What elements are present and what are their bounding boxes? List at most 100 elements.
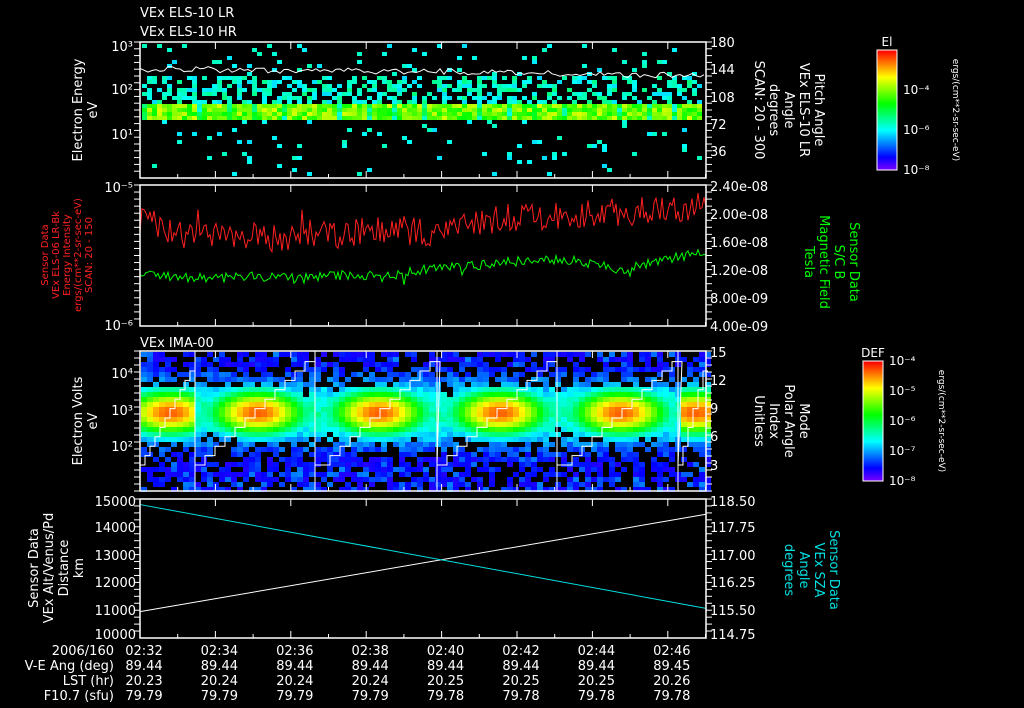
el-colorbar-gradient — [877, 115, 897, 116]
ion-spectrogram-pixel — [249, 402, 255, 407]
spectrogram-pixel — [377, 76, 382, 80]
ion-spectrogram-pixel — [459, 472, 465, 477]
ion-spectrogram-pixel — [393, 482, 399, 487]
spectrogram-pixel — [187, 112, 192, 116]
spectrogram-pixel — [667, 84, 672, 88]
ion-spectrogram-pixel — [393, 427, 399, 432]
spectrogram-pixel — [197, 108, 202, 112]
spectrogram-pixel — [222, 116, 227, 120]
ion-spectrogram-pixel — [555, 402, 561, 407]
ephemeris-value: 89.44 — [578, 659, 615, 674]
ion-spectrogram-pixel — [363, 472, 369, 477]
ion-spectrogram-pixel — [339, 392, 345, 397]
ion-spectrogram-pixel — [267, 462, 273, 467]
ion-spectrogram-pixel — [387, 477, 393, 482]
ion-spectrogram-pixel — [387, 407, 393, 412]
spectrogram-pixel — [217, 132, 222, 136]
ion-spectrogram-pixel — [357, 447, 363, 452]
ion-spectrogram-pixel — [267, 377, 273, 382]
ion-spectrogram-pixel — [309, 367, 315, 372]
ion-spectrogram-pixel — [591, 432, 597, 437]
panel1-ylabel-line: eV — [86, 101, 101, 118]
spectrogram-pixel — [652, 116, 657, 120]
spectrogram-pixel — [167, 108, 172, 112]
ion-spectrogram-pixel — [663, 487, 669, 492]
ion-spectrogram-pixel — [159, 377, 165, 382]
ion-spectrogram-pixel — [195, 402, 201, 407]
ion-spectrogram-pixel — [435, 407, 441, 412]
spectrogram-pixel — [392, 72, 397, 76]
ion-spectrogram-pixel — [279, 482, 285, 487]
ion-spectrogram-pixel — [225, 397, 231, 402]
ion-spectrogram-pixel — [261, 382, 267, 387]
el-colorbar-gradient — [877, 86, 897, 87]
spectrogram-pixel — [332, 112, 337, 116]
el-colorbar-gradient — [877, 131, 897, 132]
ion-spectrogram-pixel — [585, 457, 591, 462]
el-colorbar-gradient — [877, 114, 897, 115]
ion-spectrogram-pixel — [525, 457, 531, 462]
ion-spectrogram-pixel — [465, 372, 471, 377]
ion-spectrogram-pixel — [321, 387, 327, 392]
panel1-ylabel: Electron Energy eV — [71, 58, 101, 161]
spectrogram-pixel — [477, 76, 482, 80]
ion-spectrogram-pixel — [285, 417, 291, 422]
ion-spectrogram-pixel — [375, 382, 381, 387]
el-colorbar-gradient — [877, 95, 897, 96]
el-colorbar-gradient — [877, 77, 897, 78]
ion-spectrogram-pixel — [207, 442, 213, 447]
spectrogram-pixel — [292, 112, 297, 116]
spectrogram-pixel — [457, 84, 462, 88]
altitude-line — [139, 513, 707, 613]
ion-spectrogram-pixel — [381, 397, 387, 402]
ion-spectrogram-pixel — [285, 467, 291, 472]
ion-spectrogram-pixel — [687, 382, 693, 387]
ion-spectrogram-pixel — [207, 362, 213, 367]
spectrogram-pixel — [237, 140, 242, 144]
ion-spectrogram-pixel — [543, 417, 549, 422]
ion-spectrogram-pixel — [483, 467, 489, 472]
spectrogram-pixel — [412, 48, 417, 52]
ion-spectrogram-pixel — [573, 372, 579, 377]
spectrogram-pixel — [217, 60, 222, 64]
def-colorbar-gradient — [863, 382, 883, 383]
spectrogram-pixel — [512, 76, 517, 80]
el-colorbar-gradient — [877, 166, 897, 167]
ion-spectrogram-pixel — [315, 417, 321, 422]
ion-spectrogram-pixel — [321, 457, 327, 462]
ion-spectrogram-pixel — [567, 412, 573, 417]
ion-spectrogram-pixel — [381, 352, 387, 357]
spectrogram-pixel — [397, 84, 402, 88]
ion-spectrogram-pixel — [153, 402, 159, 407]
ion-spectrogram-pixel — [195, 447, 201, 452]
def-colorbar-gradient — [863, 469, 883, 470]
spectrogram-pixel — [622, 124, 627, 128]
ion-spectrogram-pixel — [219, 417, 225, 422]
ion-spectrogram-pixel — [705, 407, 711, 412]
ion-spectrogram-pixel — [189, 417, 195, 422]
ion-spectrogram-pixel — [255, 462, 261, 467]
ion-spectrogram-pixel — [267, 387, 273, 392]
ion-spectrogram-pixel — [537, 412, 543, 417]
ion-spectrogram-pixel — [411, 357, 417, 362]
ion-spectrogram-pixel — [705, 457, 711, 462]
ion-spectrogram-pixel — [309, 392, 315, 397]
spectrogram-pixel — [417, 108, 422, 112]
ion-spectrogram-pixel — [663, 452, 669, 457]
ion-spectrogram-pixel — [609, 407, 615, 412]
right-tick-label: 4.00e-09 — [710, 320, 768, 335]
ion-spectrogram-pixel — [597, 482, 603, 487]
spectrogram-pixel — [532, 56, 537, 60]
spectrogram-pixel — [392, 104, 397, 108]
ion-spectrogram-pixel — [297, 387, 303, 392]
def-colorbar-frame — [862, 360, 884, 482]
ion-spectrogram-pixel — [183, 382, 189, 387]
ion-spectrogram-pixel — [159, 417, 165, 422]
ion-spectrogram-pixel — [471, 377, 477, 382]
ion-spectrogram-pixel — [171, 412, 177, 417]
ion-spectrogram-pixel — [141, 402, 147, 407]
ion-spectrogram-pixel — [255, 457, 261, 462]
spectrogram-pixel — [172, 60, 177, 64]
ion-spectrogram-pixel — [441, 432, 447, 437]
el-colorbar-gradient — [877, 76, 897, 77]
